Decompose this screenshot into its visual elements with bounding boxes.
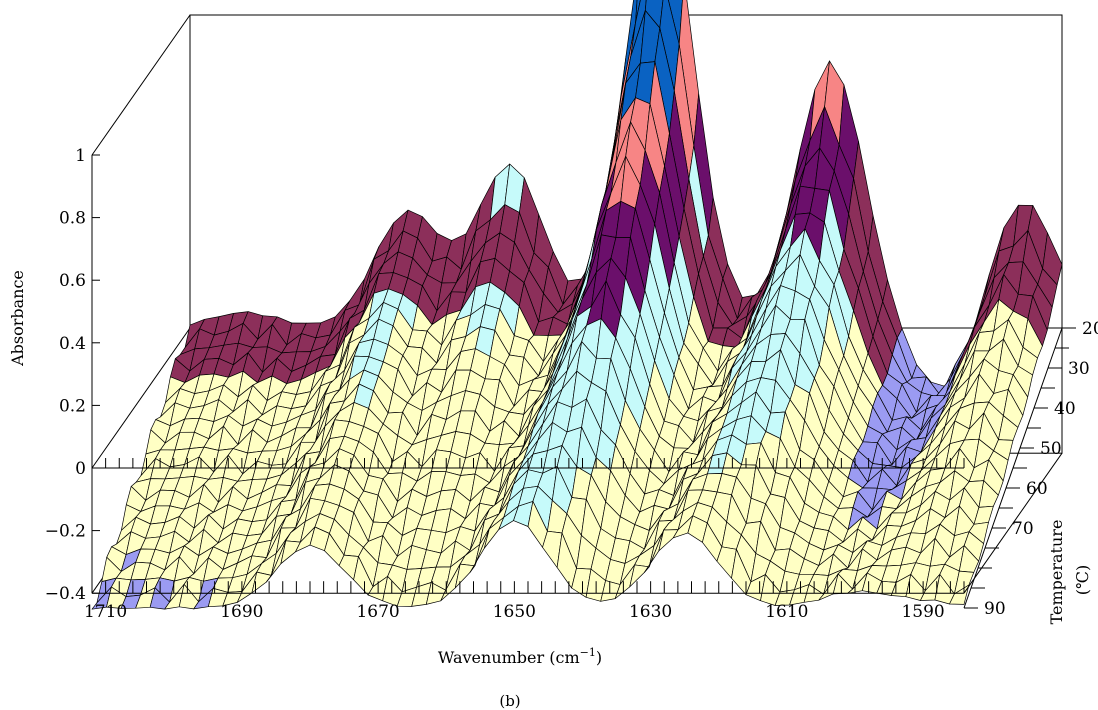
temperature-tick-label: 60 xyxy=(1026,479,1048,499)
x-tick-label: 1670 xyxy=(356,602,399,622)
temperature-tick-label: 30 xyxy=(1068,359,1090,379)
y-tick-label: 0.6 xyxy=(59,271,86,291)
temperature-tick-label: 50 xyxy=(1040,439,1062,459)
y-tick-label: 0.4 xyxy=(59,334,86,354)
x-tick-label: 1590 xyxy=(901,602,944,622)
y-tick-label: 1 xyxy=(75,146,86,166)
figure-caption: (b) xyxy=(499,692,520,710)
temperature-axis-title: Temperature xyxy=(1047,520,1066,625)
temperature-tick-label: 20 xyxy=(1082,319,1098,339)
temperature-tick-label: 70 xyxy=(1012,519,1034,539)
x-axis-title: Wavenumber (cm−1) xyxy=(438,646,602,667)
x-tick-label: 1710 xyxy=(84,602,127,622)
frame-zero-left xyxy=(91,327,191,469)
temperature-axis-unit: (℃) xyxy=(1073,565,1092,595)
frame-edge xyxy=(963,452,1063,594)
x-axis-ticks: 1710 1690 1670 1650 1630 1610 1590 xyxy=(84,458,965,622)
y-axis-title: Absorbance xyxy=(8,270,27,367)
y-tick-label: 0.2 xyxy=(59,396,86,416)
x-tick-label: 1650 xyxy=(493,602,536,622)
temperature-tick-label: 90 xyxy=(984,599,1006,619)
y-tick-label: 0.8 xyxy=(59,209,86,229)
frame-edge xyxy=(91,14,191,156)
y-tick-label: −0.4 xyxy=(45,584,86,604)
surface-mesh xyxy=(91,0,1063,610)
x-tick-label: 1630 xyxy=(629,602,672,622)
temperature-axis-ticks: 20 30 40 50 60 70 90 xyxy=(964,319,1098,619)
x-tick-label: 1690 xyxy=(220,602,263,622)
y-axis-ticks: −0.4 −0.2 0 0.2 0.4 0.6 0.8 1 xyxy=(45,146,100,604)
y-tick-label: 0 xyxy=(75,459,86,479)
temperature-tick-label: 40 xyxy=(1054,399,1076,419)
y-tick-label: −0.2 xyxy=(45,522,86,542)
x-tick-label: 1610 xyxy=(765,602,808,622)
